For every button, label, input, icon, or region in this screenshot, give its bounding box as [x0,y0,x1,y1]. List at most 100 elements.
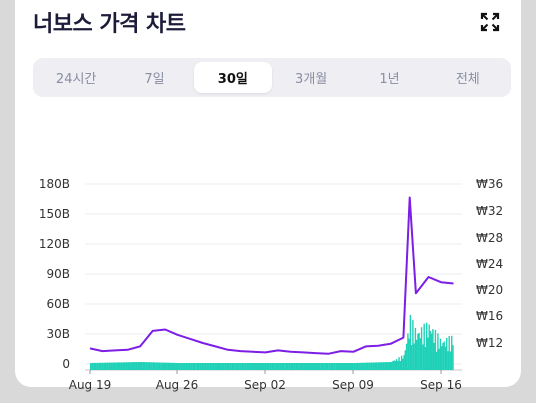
volume-bar [384,362,386,370]
volume-bar [141,362,143,370]
volume-bar [249,363,251,370]
volume-bar [333,363,335,370]
volume-bar [329,363,331,370]
tab-30d[interactable]: 30일 [193,62,272,93]
volume-bar [205,363,207,370]
volume-bar [439,338,442,370]
volume-bar [364,362,366,370]
volume-bar [237,363,240,370]
volume-bar [217,363,220,370]
volume-bar [400,355,403,370]
volume-bar [320,363,323,370]
expand-icon[interactable] [480,12,500,32]
volume-bar [131,362,133,370]
volume-bar [197,363,200,370]
volume-bar [204,363,206,370]
y-right-tick: ₩20 [476,283,503,297]
volume-bar [325,363,328,370]
volume-bar [443,341,445,370]
y-axis-right: ₩36 ₩32 ₩28 ₩24 ₩20 ₩16 ₩12 [476,177,503,350]
y-left-tick: 30B [46,327,70,341]
volume-bar [437,333,439,370]
volume-bar [369,362,371,370]
volume-bar [337,363,339,370]
volume-bar [429,331,432,370]
volume-bar [367,362,369,370]
volume-bar [117,362,119,370]
volume-bar [180,363,182,370]
volume-bar [121,362,123,370]
volume-bar [260,363,262,370]
volume-bar [226,363,228,370]
volume-bar [102,362,104,371]
volume-bar [106,362,108,370]
volume-bar [123,362,126,370]
volume-bar [209,363,211,370]
volume-bar [409,315,412,370]
volume-bar [301,363,304,370]
volume-bar [153,362,156,370]
volume-bar [93,362,96,370]
tab-24h[interactable]: 24시간 [55,72,97,87]
volume-bar [303,363,305,370]
volume-bar [360,362,363,370]
tab-all[interactable]: 전체 [455,72,480,87]
volume-bar [359,362,361,370]
volume-bar [128,362,131,370]
volume-bar [399,361,401,370]
volume-bar [220,363,222,370]
y-left-tick: 120B [39,237,70,251]
volume-bar [219,363,221,370]
volume-bar [133,362,136,370]
volume-bar [162,362,165,370]
y-left-tick: 90B [46,267,70,281]
volume-bar [342,363,344,370]
volume-bar [201,363,203,370]
volume-bar [230,363,232,370]
volume-bar [428,324,430,370]
tab-1y[interactable]: 1년 [379,72,400,87]
volume-bar [221,363,223,370]
volume-bar [107,362,109,370]
volume-bar [331,363,334,370]
x-tick: Sep 16 [420,378,462,392]
volume-bar [377,362,379,370]
volume-bar [442,343,444,370]
time-range-tabs: 24시간 7일 30일 3개월 1년 전체 [33,58,511,97]
volume-bar [146,362,148,370]
volume-bar [196,363,198,370]
volume-bar [347,363,349,370]
volume-bar [296,363,299,370]
y-axis-left: 180B 150B 120B 90B 60B 30B 0 [39,177,70,371]
volume-bar [152,362,155,370]
volume-bar [408,338,410,370]
volume-bar [127,362,129,371]
volume-bar [300,363,302,370]
y-left-tick: 60B [46,297,70,311]
volume-bar [291,363,294,370]
volume-bar [101,362,103,370]
volume-bar [95,362,97,370]
volume-bar [268,363,270,370]
volume-bar [245,363,247,370]
volume-bar [211,363,213,370]
volume-bar [100,362,102,370]
volume-bar [256,363,259,370]
tab-3m[interactable]: 3개월 [295,72,328,87]
volume-bar [345,363,348,370]
volume-bar [182,363,185,370]
volume-bar [232,363,235,370]
volume-bar [415,339,418,370]
volume-bar [318,363,320,370]
volume-bar [278,363,280,370]
volume-bar [449,351,452,370]
volume-bar [380,362,383,370]
volume-bar [353,363,355,370]
volume-bar [298,363,300,370]
tab-7d[interactable]: 7일 [144,72,165,87]
volume-bar [242,363,245,370]
volume-bar [120,362,122,370]
volume-bar [172,362,175,370]
volume-bar [271,363,274,370]
